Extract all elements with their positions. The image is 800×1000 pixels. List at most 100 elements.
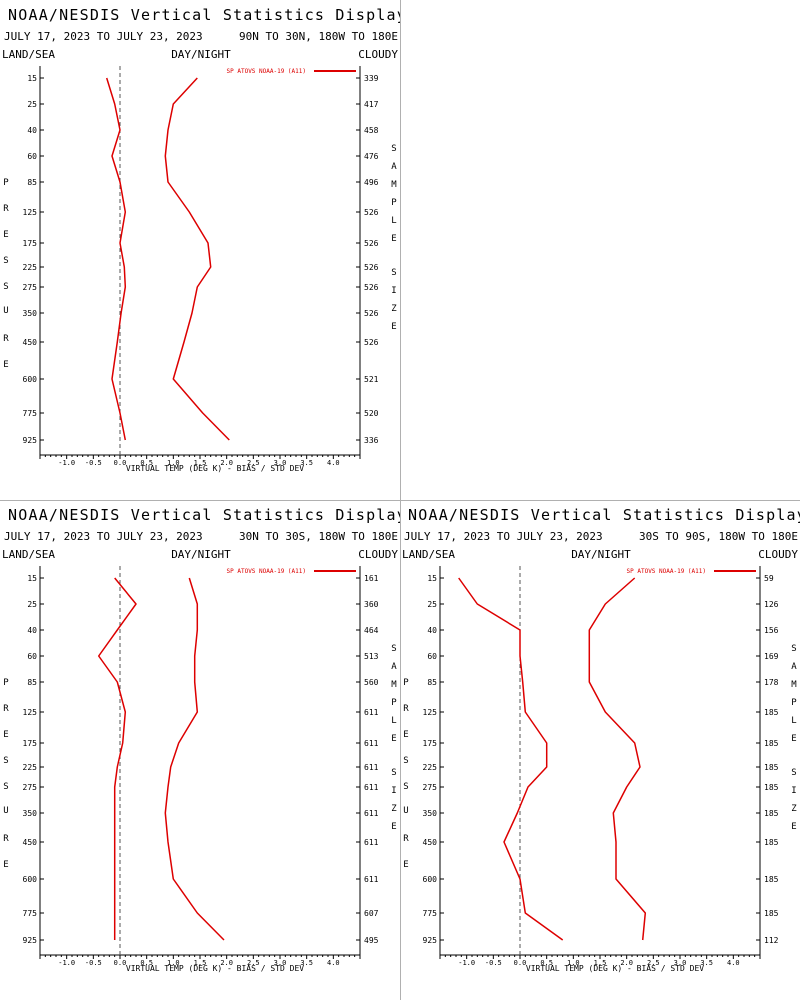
- sample-size-axis-letter: A: [791, 662, 797, 672]
- sample-size-label: 611: [364, 838, 379, 847]
- pressure-level-label: 85: [27, 178, 37, 187]
- sample-size-axis-letter: P: [391, 198, 397, 208]
- sample-size-label: 526: [364, 283, 379, 292]
- x-tick-label: -0.5: [85, 959, 102, 967]
- pressure-axis-letter: S: [3, 756, 8, 766]
- pressure-level-label: 925: [23, 436, 38, 445]
- pressure-level-label: 60: [427, 652, 437, 661]
- pressure-level-label: 925: [423, 936, 438, 945]
- sample-size-axis-letter: S: [791, 768, 796, 778]
- pressure-level-label: 350: [423, 809, 438, 818]
- pressure-level-label: 275: [23, 783, 38, 792]
- plot-area: -1.0 -0.5 0.0 0.5 1.0 1.5 2.0 2.5 3.0 3.5 4.0 15 25 4…: [403, 566, 797, 967]
- pressure-level-label: 40: [427, 626, 437, 635]
- sample-size-label: 458: [364, 126, 379, 135]
- sample-size-axis-letter: E: [391, 734, 396, 744]
- sample-size-label: 526: [364, 208, 379, 217]
- x-tick-label: 0.0: [514, 959, 527, 967]
- pressure-axis-letter: E: [403, 730, 408, 740]
- sample-size-label: 611: [364, 763, 379, 772]
- series-line-bias: [97, 577, 137, 940]
- series-line-bias: [105, 77, 127, 441]
- pressure-axis-letter: S: [403, 782, 408, 792]
- sample-size-axis-letter: L: [391, 716, 396, 726]
- sample-size-axis-letter: M: [791, 680, 797, 690]
- sample-size-label: 185: [764, 875, 779, 884]
- pressure-axis-letter: R: [3, 334, 9, 344]
- pressure-axis-letter: S: [403, 756, 408, 766]
- pressure-level-label: 60: [27, 152, 37, 161]
- pressure-level-label: 25: [27, 100, 37, 109]
- sample-size-label: 339: [364, 74, 379, 83]
- pressure-level-label: 600: [23, 875, 38, 884]
- sample-size-label: 495: [364, 936, 379, 945]
- pressure-axis-letter: S: [3, 782, 8, 792]
- pressure-level-label: 125: [23, 708, 38, 717]
- panel-divider-horizontal: [0, 500, 800, 501]
- pressure-level-label: 40: [27, 626, 37, 635]
- pressure-level-label: 60: [27, 652, 37, 661]
- land-sea-label: LAND/SEA: [402, 548, 455, 561]
- x-tick-label: 0.0: [114, 459, 127, 467]
- sample-size-label: 611: [364, 783, 379, 792]
- x-tick-label: 0.5: [140, 459, 153, 467]
- x-axis-label: VIRTUAL TEMP (DEG K) - BIAS / STD DEV: [126, 964, 304, 973]
- sample-size-label: 520: [364, 409, 379, 418]
- sample-size-label: 476: [364, 152, 379, 161]
- sample-size-axis-letter: P: [391, 698, 397, 708]
- panel-title: NOAA/NESDIS Vertical Statistics Display: [408, 506, 800, 524]
- pressure-axis-letter: P: [3, 678, 9, 688]
- pressure-axis-letter: R: [403, 834, 409, 844]
- pressure-level-label: 450: [423, 838, 438, 847]
- x-tick-label: -0.5: [485, 959, 502, 967]
- date-range: JULY 17, 2023 TO JULY 23, 2023: [4, 530, 203, 543]
- sample-size-axis-letter: P: [791, 698, 797, 708]
- x-tick-label: 3.5: [300, 959, 313, 967]
- pressure-axis-letter: R: [403, 704, 409, 714]
- legend-label: SP ATOVS NOAA-19 (A11): [627, 568, 706, 575]
- pressure-level-label: 15: [27, 574, 37, 583]
- x-tick-label: 4.0: [327, 959, 340, 967]
- pressure-level-label: 775: [23, 409, 38, 418]
- sample-size-label: 185: [764, 909, 779, 918]
- sample-size-axis-letter: I: [791, 786, 796, 796]
- pressure-axis-letter: U: [3, 306, 8, 316]
- pressure-level-label: 175: [23, 239, 38, 248]
- date-range: JULY 17, 2023 TO JULY 23, 2023: [4, 30, 203, 43]
- legend-label: SP ATOVS NOAA-19 (A11): [227, 68, 306, 75]
- sample-size-label: 496: [364, 178, 379, 187]
- x-tick-label: 2.0: [620, 959, 633, 967]
- pressure-level-label: 775: [423, 909, 438, 918]
- pressure-axis-letter: R: [3, 704, 9, 714]
- pressure-level-label: 40: [27, 126, 37, 135]
- pressure-level-label: 85: [427, 678, 437, 687]
- pressure-axis-letter: R: [3, 834, 9, 844]
- land-sea-label: LAND/SEA: [2, 548, 55, 561]
- sample-size-label: 513: [364, 652, 379, 661]
- x-tick-label: 4.0: [727, 959, 740, 967]
- pressure-axis-letter: E: [403, 860, 408, 870]
- x-tick-label: -1.0: [458, 959, 475, 967]
- pressure-level-label: 600: [23, 375, 38, 384]
- x-tick-label: 1.5: [194, 959, 207, 967]
- region-label: 30N TO 30S, 180W TO 180E: [239, 530, 398, 543]
- series-line-std-dev: [164, 77, 230, 441]
- x-tick-label: 0.0: [114, 959, 127, 967]
- sample-size-axis-letter: Z: [391, 304, 397, 314]
- sample-size-label: 336: [364, 436, 379, 445]
- sample-size-label: 611: [364, 809, 379, 818]
- pressure-level-label: 15: [27, 74, 37, 83]
- x-tick-label: -0.5: [85, 459, 102, 467]
- sample-size-axis-letter: Z: [791, 804, 797, 814]
- sample-size-axis-letter: E: [391, 822, 396, 832]
- series-line-std-dev: [588, 577, 647, 941]
- sample-size-label: 521: [364, 375, 379, 384]
- sample-size-label: 611: [364, 708, 379, 717]
- pressure-level-label: 175: [23, 739, 38, 748]
- sample-size-label: 607: [364, 909, 379, 918]
- pressure-axis-letter: E: [3, 360, 8, 370]
- sample-size-label: 178: [764, 678, 779, 687]
- series-line-bias: [458, 577, 564, 941]
- pressure-axis-letter: E: [3, 860, 8, 870]
- x-tick-label: 1.0: [567, 959, 580, 967]
